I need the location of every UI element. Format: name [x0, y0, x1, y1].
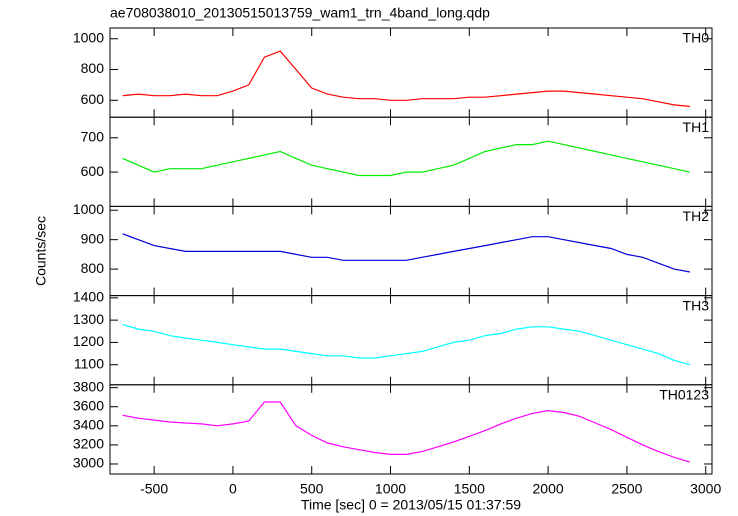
- panel-frame: [109, 384, 713, 475]
- x-tick-label: 1500: [454, 481, 485, 497]
- y-tick-label: 1400: [73, 289, 104, 305]
- y-tick-label: 1000: [73, 201, 104, 217]
- chart-title: ae708038010_20130515013759_wam1_trn_4ban…: [110, 5, 490, 21]
- panel-frame: [109, 116, 713, 207]
- y-tick-label: 3400: [73, 417, 104, 433]
- x-tick-label: 2500: [611, 481, 642, 497]
- y-tick-label: 800: [81, 60, 105, 76]
- panel-frame: [109, 27, 713, 118]
- light-curve: [122, 233, 691, 273]
- x-tick-label: -500: [140, 481, 168, 497]
- x-axis-label: Time [sec] 0 = 2013/05/15 01:37:59: [301, 497, 521, 513]
- x-tick-label: 3000: [690, 481, 721, 497]
- panel-label: TH0: [683, 30, 710, 46]
- y-tick-label: 1000: [73, 29, 104, 45]
- y-tick-label: 1100: [74, 355, 104, 371]
- panel-label: TH3: [683, 297, 710, 313]
- y-tick-label: 1300: [73, 311, 104, 327]
- y-tick-label: 700: [81, 128, 105, 144]
- x-tick-label: 0: [229, 481, 237, 497]
- x-tick-label: 1000: [375, 481, 406, 497]
- panel-label: TH0123: [659, 387, 709, 403]
- panel-label: TH1: [683, 119, 710, 135]
- y-axis-label: Counts/sec: [33, 216, 49, 286]
- y-tick-label: 3200: [73, 436, 104, 452]
- light-curve: [122, 50, 690, 107]
- y-tick-label: 600: [81, 163, 105, 179]
- x-tick-label: 2000: [533, 481, 564, 497]
- light-curve: [122, 324, 691, 366]
- y-tick-label: 800: [81, 260, 105, 276]
- y-tick-label: 3800: [73, 378, 104, 394]
- x-tick-label: 500: [300, 481, 324, 497]
- light-curve: [122, 140, 691, 177]
- y-tick-label: 3600: [73, 397, 104, 413]
- y-tick-label: 3000: [73, 455, 104, 471]
- y-tick-label: 1200: [73, 333, 104, 349]
- light-curve: [122, 401, 691, 463]
- y-tick-label: 600: [81, 91, 105, 107]
- y-tick-label: 900: [81, 230, 105, 246]
- panel-label: TH2: [683, 208, 710, 224]
